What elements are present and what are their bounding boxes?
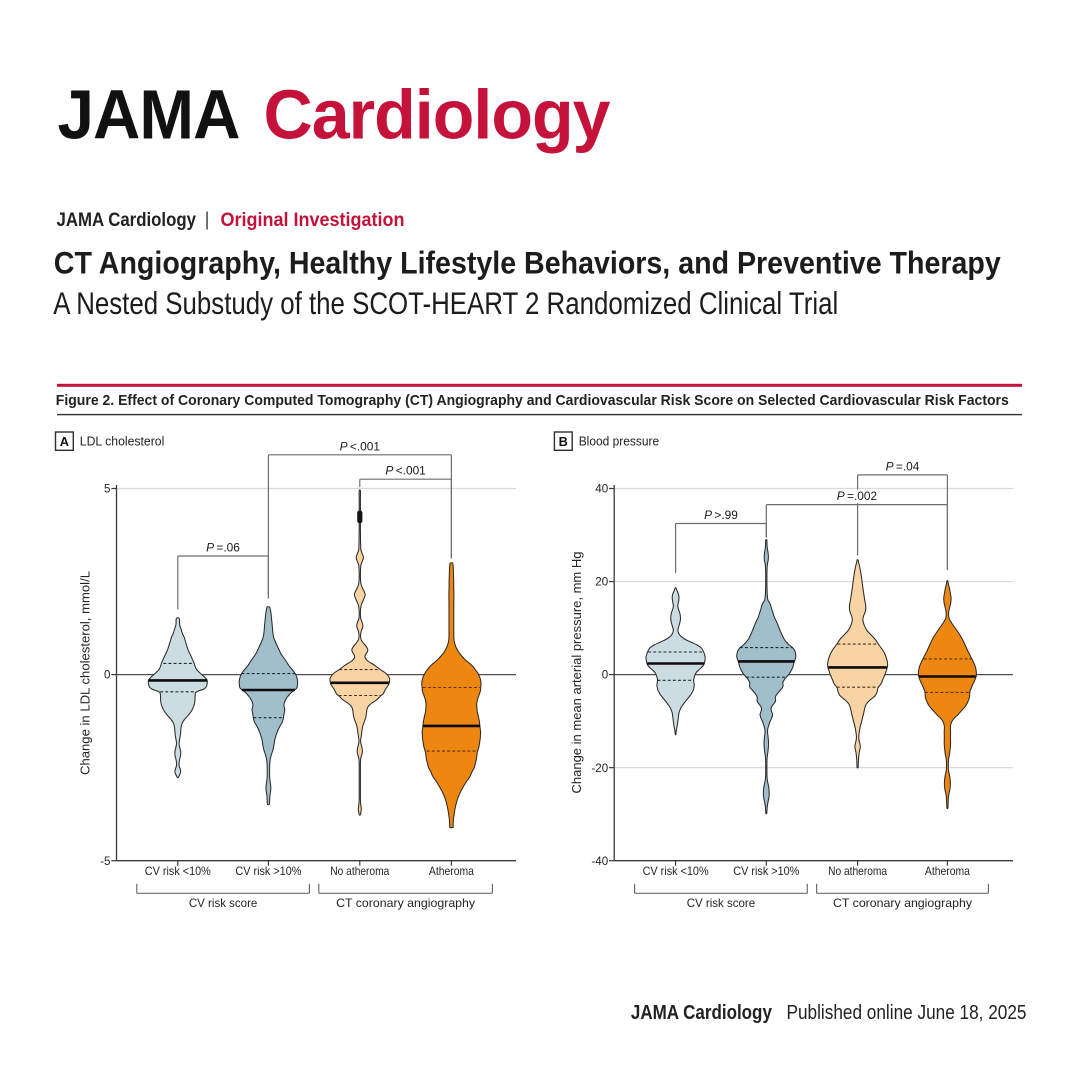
svg-text:40: 40 <box>595 483 608 496</box>
svg-text:Cardiology: Cardiology <box>264 75 611 153</box>
svg-text:JAMA: JAMA <box>58 75 240 153</box>
svg-text:P =.002: P =.002 <box>837 489 878 503</box>
svg-text:Change in LDL cholesterol, mmo: Change in LDL cholesterol, mmol/L <box>78 571 93 775</box>
svg-text:CV risk score: CV risk score <box>687 897 756 910</box>
svg-text:0: 0 <box>602 669 608 682</box>
svg-text:P >.99: P >.99 <box>704 508 738 522</box>
svg-text:JAMA Cardiology: JAMA Cardiology <box>57 209 197 231</box>
svg-text:CV risk <10%: CV risk <10% <box>145 865 211 878</box>
svg-text:Blood pressure: Blood pressure <box>579 434 660 449</box>
svg-text:LDL cholesterol: LDL cholesterol <box>80 434 165 449</box>
svg-text:No atheroma: No atheroma <box>330 865 389 878</box>
svg-text:Atheroma: Atheroma <box>925 865 970 878</box>
svg-text:B: B <box>559 434 568 449</box>
svg-text:JAMA Cardiology: JAMA Cardiology <box>631 1002 773 1024</box>
svg-text:|: | <box>205 208 210 230</box>
svg-text:Change in mean arterial pressu: Change in mean arterial pressure, mm Hg <box>569 552 584 794</box>
svg-text:0: 0 <box>104 669 110 682</box>
svg-text:-5: -5 <box>100 855 110 868</box>
svg-text:CV risk >10%: CV risk >10% <box>235 865 301 878</box>
svg-text:P =.04: P =.04 <box>886 459 920 473</box>
svg-text:CT coronary angiography: CT coronary angiography <box>336 897 475 910</box>
svg-text:CT coronary angiography: CT coronary angiography <box>833 897 972 910</box>
svg-text:-20: -20 <box>591 762 608 775</box>
svg-text:P =.06: P =.06 <box>206 540 240 554</box>
svg-text:CT Angiography, Healthy Lifest: CT Angiography, Healthy Lifestyle Behavi… <box>54 245 1001 280</box>
svg-text:Atheroma: Atheroma <box>429 865 474 878</box>
svg-text:CV risk <10%: CV risk <10% <box>643 865 709 878</box>
svg-text:Published online June 18, 2025: Published online June 18, 2025 <box>787 1002 1027 1024</box>
svg-text:A Nested Substudy of the SCOT-: A Nested Substudy of the SCOT-HEART 2 Ra… <box>53 286 838 321</box>
svg-text:No atheroma: No atheroma <box>828 865 887 878</box>
svg-text:Original Investigation: Original Investigation <box>221 209 405 231</box>
svg-text:A: A <box>60 434 69 449</box>
svg-text:P <.001: P <.001 <box>340 439 381 453</box>
svg-text:Figure 2. Effect of Coronary C: Figure 2. Effect of Coronary Computed To… <box>56 393 1009 409</box>
svg-text:5: 5 <box>104 483 110 496</box>
svg-text:-40: -40 <box>591 855 608 868</box>
svg-text:20: 20 <box>595 576 608 589</box>
svg-text:CV risk >10%: CV risk >10% <box>733 865 799 878</box>
svg-text:P <.001: P <.001 <box>385 464 426 478</box>
svg-text:CV risk score: CV risk score <box>189 897 258 910</box>
